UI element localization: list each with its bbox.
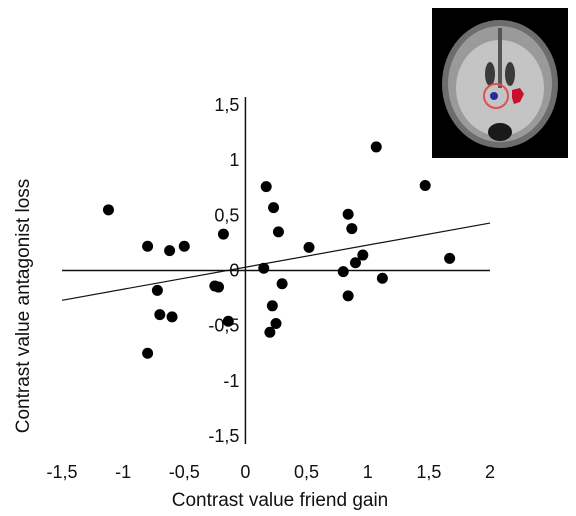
data-point <box>357 249 369 261</box>
data-point <box>270 317 282 329</box>
data-point <box>151 284 163 296</box>
data-point <box>166 311 178 323</box>
data-point <box>260 181 272 193</box>
data-point <box>272 226 284 238</box>
y-axis-label: Contrast value antagonist loss <box>13 179 34 434</box>
data-point <box>258 262 270 274</box>
right-ventricle <box>505 62 515 86</box>
x-tick-label: 0 <box>240 462 250 482</box>
brainstem-gap <box>488 123 512 141</box>
x-tick-label: 2 <box>485 462 495 482</box>
x-tick-label: -1 <box>115 462 131 482</box>
regression-line <box>61 222 491 301</box>
data-point <box>268 202 280 214</box>
data-point <box>142 347 154 359</box>
y-tick-label: 1 <box>229 150 239 170</box>
data-point <box>276 278 288 290</box>
data-point <box>444 252 456 264</box>
data-point <box>342 208 354 220</box>
data-point <box>264 326 276 338</box>
data-point <box>178 240 190 252</box>
data-point <box>266 300 278 312</box>
data-point <box>376 272 388 284</box>
y-tick-label: 0 <box>229 261 239 281</box>
data-point <box>102 204 114 216</box>
data-point <box>213 281 225 293</box>
data-point <box>349 257 361 269</box>
left-ventricle <box>485 62 495 86</box>
data-point <box>303 241 315 253</box>
data-point <box>419 180 431 192</box>
x-tick-label: 1 <box>363 462 373 482</box>
y-tick-label: -1 <box>223 371 239 391</box>
x-tick-label: 0,5 <box>294 462 319 482</box>
y-tick-label: -1,5 <box>208 426 239 446</box>
roi-ring <box>483 83 509 109</box>
trendline-layer <box>61 222 491 301</box>
red-cluster <box>512 88 524 104</box>
data-point <box>217 228 229 240</box>
data-point <box>222 315 234 327</box>
x-tick-label: -0,5 <box>169 462 200 482</box>
brain-coronal-slice-icon <box>432 8 568 158</box>
x-tick-label: -1,5 <box>46 462 77 482</box>
data-point <box>142 240 154 252</box>
x-tick-labels: -1,5 -1 -0,5 0 0,5 1 1,5 2 <box>46 462 495 482</box>
axes <box>62 97 490 444</box>
x-axis-label: Contrast value friend gain <box>172 490 389 511</box>
data-points <box>102 141 456 359</box>
y-tick-labels: -1,5-1-0,500,511,5 <box>208 95 239 446</box>
y-tick-label: 1,5 <box>214 95 239 115</box>
data-point <box>337 266 349 278</box>
data-point <box>154 309 166 321</box>
blue-cluster <box>490 92 498 100</box>
data-point <box>370 141 382 153</box>
data-point <box>164 245 176 257</box>
data-point <box>342 290 354 302</box>
midline-fissure <box>498 28 502 88</box>
x-tick-label: 1,5 <box>416 462 441 482</box>
y-tick-label: 0,5 <box>214 205 239 225</box>
data-point <box>346 223 358 235</box>
